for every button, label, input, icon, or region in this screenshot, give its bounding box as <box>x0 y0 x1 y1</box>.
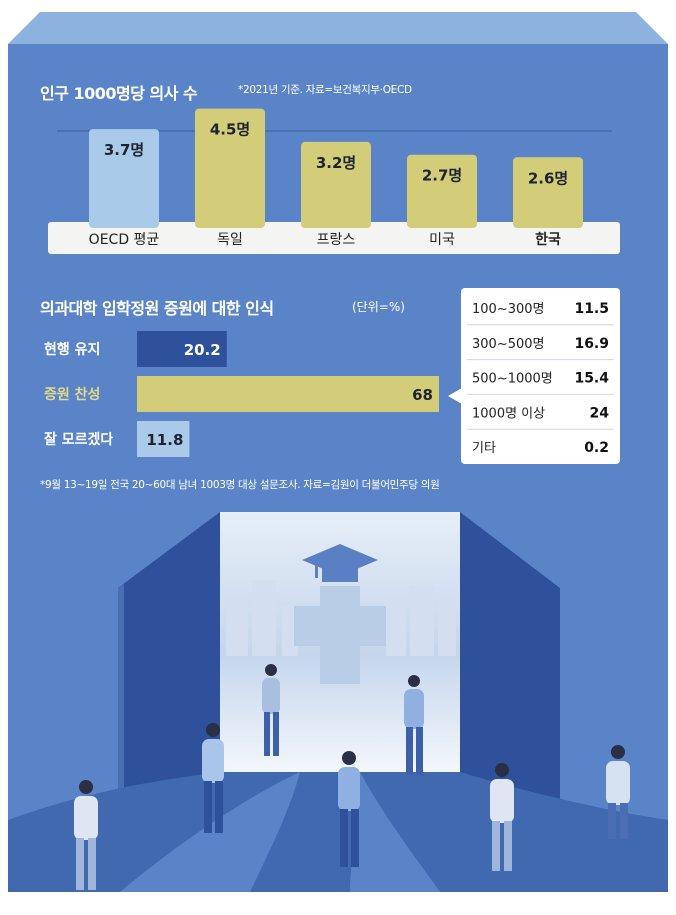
person-figure <box>490 763 514 871</box>
chart1-category-label: 미국 <box>429 232 455 248</box>
chart1-bars <box>89 108 583 228</box>
breakdown-row-label: 300~500명 <box>472 337 544 352</box>
breakdown-row-value: 16.9 <box>574 336 609 352</box>
breakdown-row-value: 11.5 <box>574 301 609 317</box>
chart1-category-strip <box>48 222 620 254</box>
breakdown-row-label: 기타 <box>472 441 496 456</box>
breakdown-table: 100~300명 11.5 300~500명 16.9 500~1000명 15.4 100… <box>448 288 620 464</box>
chart2-value-labels: 20.2 68 11.8 <box>146 341 433 449</box>
chart1-value-label: 2.7명 <box>422 167 462 185</box>
chart1-category-label: 한국 <box>535 232 561 248</box>
chart1-bar <box>89 129 159 228</box>
chart2-unit: (단위=%) <box>352 300 405 314</box>
footnote: *9월 13~19일 전국 20~60대 남녀 1003명 대상 설문조사. 자… <box>40 479 440 491</box>
chart1-bar <box>301 141 371 228</box>
chart2-bar <box>137 331 227 367</box>
illustration <box>8 512 668 892</box>
breakdown-row-value: 0.2 <box>584 440 609 456</box>
chart1-value-label: 2.6명 <box>528 169 568 187</box>
chart2-value-label: 11.8 <box>146 431 183 449</box>
chart1-category-labels: OECD 평균 독일 프랑스 미국 한국 <box>89 232 561 248</box>
breakdown-row-value: 15.4 <box>574 371 609 387</box>
person-figure <box>606 745 630 839</box>
chart1-value-label: 4.5명 <box>210 121 250 139</box>
chart1-title: 인구 1000명당 의사 수 <box>40 84 198 103</box>
person-figure <box>74 780 98 890</box>
left-door-edge <box>118 584 124 830</box>
breakdown-row-label: 100~300명 <box>472 302 544 317</box>
graduation-cap-icon <box>302 544 378 582</box>
chart2-value-label: 68 <box>412 386 433 404</box>
chart1-category-label: OECD 평균 <box>89 232 160 248</box>
top-panel <box>8 12 668 44</box>
chart2-category-label: 증원 찬성 <box>44 386 100 403</box>
medical-cross-icon <box>294 586 386 684</box>
person-figure <box>262 664 280 756</box>
breakdown-table-rows: 100~300명 11.5 300~500명 16.9 500~1000명 15.4 100… <box>467 301 614 456</box>
breakdown-table-box <box>461 288 620 464</box>
chart1-value-label: 3.2명 <box>316 154 356 172</box>
chart2-value-label: 20.2 <box>184 341 221 359</box>
right-door <box>460 512 560 830</box>
chart1-source-note: *2021년 기준. 자료=보건복지부·OECD <box>238 84 412 96</box>
city-silhouette <box>226 580 456 656</box>
breakdown-row-label: 1000명 이상 <box>472 406 545 421</box>
breakdown-row-label: 500~1000명 <box>472 372 553 387</box>
chart2-category-label: 현행 유지 <box>44 342 100 358</box>
person-figure <box>202 723 224 833</box>
chart1-bar <box>513 157 583 228</box>
chart2-category-label: 잘 모르겠다 <box>44 431 113 448</box>
chart1-value-labels: 3.7명 4.5명 3.2명 2.7명 2.6명 <box>104 121 568 188</box>
chart1-bar <box>407 154 477 228</box>
breakdown-row-value: 24 <box>590 405 610 421</box>
chart2-title: 의과대학 입학정원 증원에 대한 인식 <box>40 299 274 318</box>
chart2-bar <box>137 376 439 412</box>
chart1-category-label: 프랑스 <box>317 232 356 248</box>
breakdown-table-pointer <box>448 388 462 404</box>
person-figure <box>404 675 424 775</box>
chart1-value-label: 3.7명 <box>104 141 144 159</box>
left-door <box>118 512 220 830</box>
chart2-bars <box>137 331 439 457</box>
chart1-bar <box>195 108 265 228</box>
person-figure <box>338 751 360 867</box>
chart1-category-label: 독일 <box>217 232 243 248</box>
chart2-bar <box>137 421 190 457</box>
